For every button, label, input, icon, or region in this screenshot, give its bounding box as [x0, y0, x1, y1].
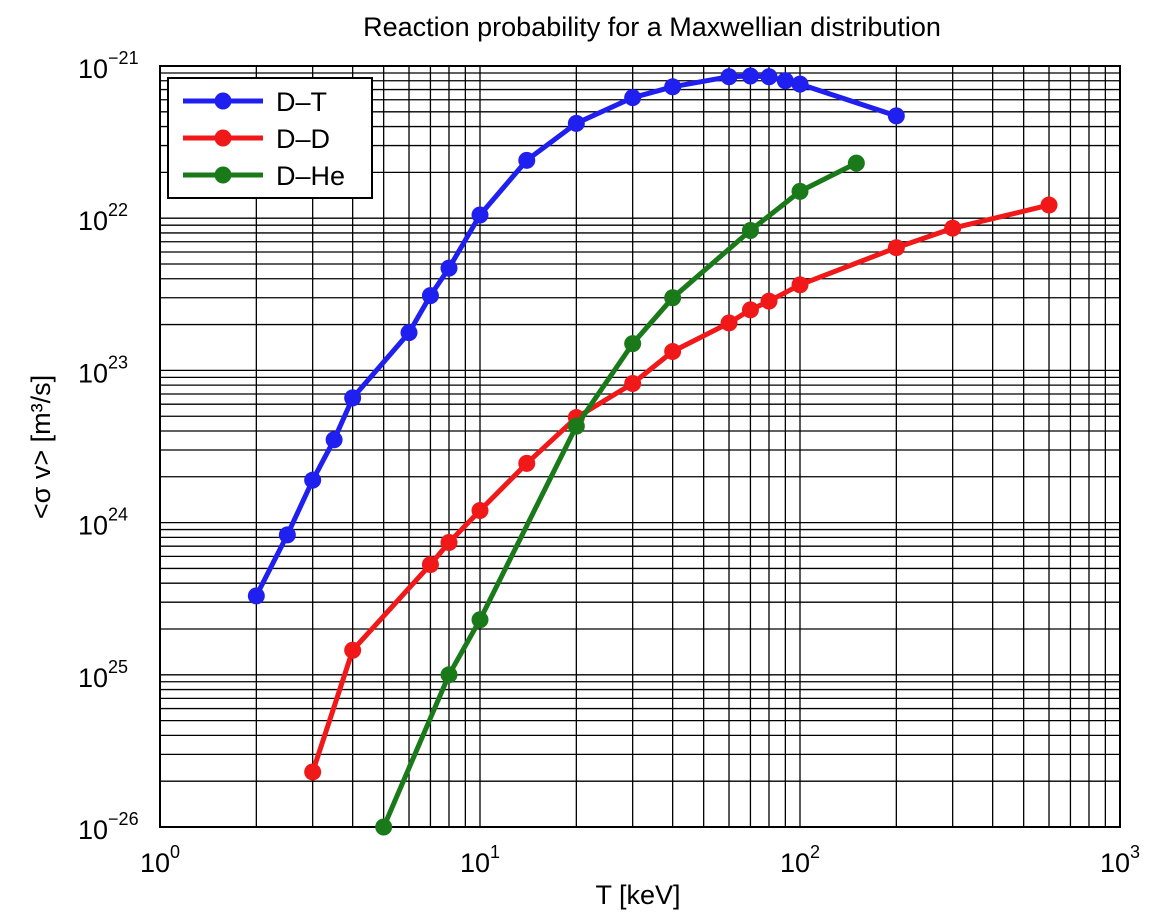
data-point — [887, 239, 905, 257]
data-point — [791, 182, 809, 200]
series-layer — [247, 67, 1058, 836]
legend-label: D–He — [276, 161, 345, 191]
data-point — [304, 763, 322, 781]
legend-item: D–D — [183, 124, 330, 154]
y-tick-label: 1025 — [78, 657, 128, 693]
data-point — [760, 292, 778, 310]
data-point — [720, 314, 738, 332]
y-tick-label: 10−21 — [78, 48, 139, 84]
data-point — [421, 556, 439, 574]
data-point — [741, 301, 759, 319]
x-tick-label: 102 — [780, 842, 820, 878]
series-2 — [375, 154, 865, 836]
data-point — [791, 75, 809, 93]
data-point — [421, 287, 439, 305]
data-point — [567, 417, 585, 435]
y-tick-label: 1023 — [78, 352, 128, 388]
y-tick-label: 10−26 — [78, 809, 139, 845]
legend-item: D–He — [183, 161, 345, 191]
data-point — [471, 206, 489, 224]
data-point — [247, 587, 265, 605]
chart-title: Reaction probability for a Maxwellian di… — [363, 12, 941, 42]
legend-swatch-marker — [214, 166, 232, 184]
data-point — [741, 222, 759, 240]
data-point — [344, 641, 362, 659]
x-tick-label: 100 — [140, 842, 180, 878]
data-point — [344, 389, 362, 407]
data-point — [278, 526, 296, 544]
series-line — [310, 202, 1052, 775]
legend-swatch-marker — [214, 129, 232, 147]
data-point — [624, 375, 642, 393]
data-point — [471, 611, 489, 629]
data-point — [664, 343, 682, 361]
data-point — [624, 89, 642, 107]
data-point — [944, 219, 962, 237]
data-point — [400, 324, 418, 342]
x-tick-label: 103 — [1100, 842, 1140, 878]
data-point — [471, 502, 489, 520]
data-point — [624, 335, 642, 353]
x-axis-label: T [keV] — [595, 880, 680, 910]
data-point — [741, 67, 759, 85]
data-point — [440, 534, 458, 552]
data-point — [518, 454, 536, 472]
data-point — [887, 107, 905, 125]
data-point — [375, 818, 393, 836]
plot-frame — [159, 65, 1121, 828]
data-point — [518, 151, 536, 169]
data-point — [791, 276, 809, 294]
x-tick-label: 101 — [460, 842, 500, 878]
data-point — [760, 68, 778, 86]
data-point — [664, 78, 682, 96]
legend-item: D–T — [183, 87, 327, 117]
series-0 — [247, 67, 905, 605]
data-point — [440, 666, 458, 684]
data-point — [664, 289, 682, 307]
data-point — [847, 154, 865, 172]
data-point — [325, 431, 343, 449]
tick-labels: 100 101 102 103 10−21 1022 1023 1024 1025 10−26 — [78, 48, 1140, 878]
data-point — [567, 114, 585, 132]
legend-label: D–D — [276, 124, 330, 154]
legend: D–T D–D D–He — [167, 77, 373, 199]
y-axis-label: <σ v> [m³/s] — [26, 375, 56, 519]
data-point — [776, 72, 794, 90]
data-point — [440, 259, 458, 277]
y-tick-label: 1024 — [78, 505, 128, 541]
y-tick-label: 1022 — [78, 200, 128, 236]
legend-label: D–T — [276, 87, 327, 117]
legend-swatch-marker — [214, 92, 232, 110]
data-point — [1040, 196, 1058, 214]
data-point — [720, 68, 738, 86]
data-point — [304, 471, 322, 489]
